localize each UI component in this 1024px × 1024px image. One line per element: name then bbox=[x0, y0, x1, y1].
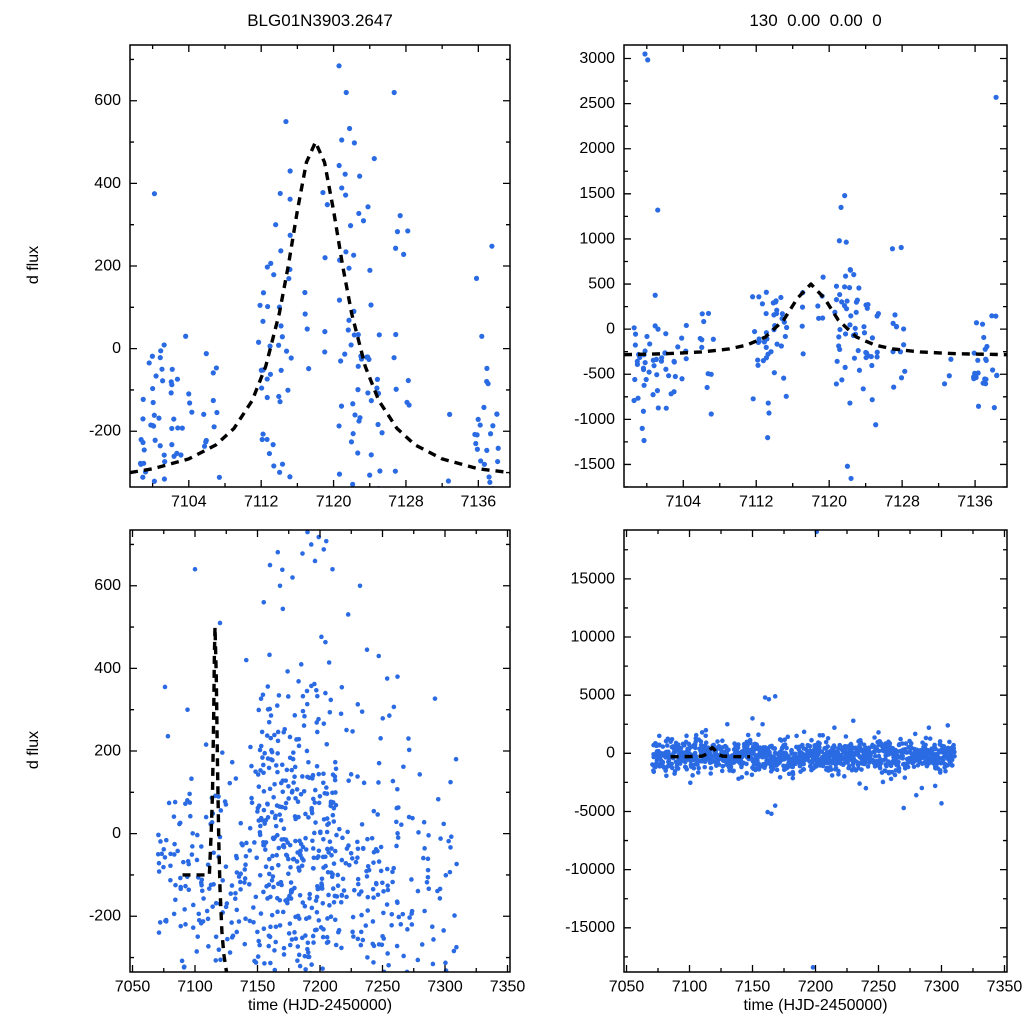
x-axis-label-bottom-right: time (HJD-2450000) bbox=[743, 997, 888, 1014]
panel-title-top-left: BLG01N3903.2647 bbox=[247, 11, 393, 30]
x-axis-label-bottom-left: time (HJD-2450000) bbox=[247, 997, 393, 1014]
y-axis-label-top: d flux bbox=[25, 245, 42, 285]
y-axis-label-bottom: d flux bbox=[25, 730, 42, 770]
panel-title-top-right: 130 0.00 0.00 0 bbox=[749, 11, 882, 30]
